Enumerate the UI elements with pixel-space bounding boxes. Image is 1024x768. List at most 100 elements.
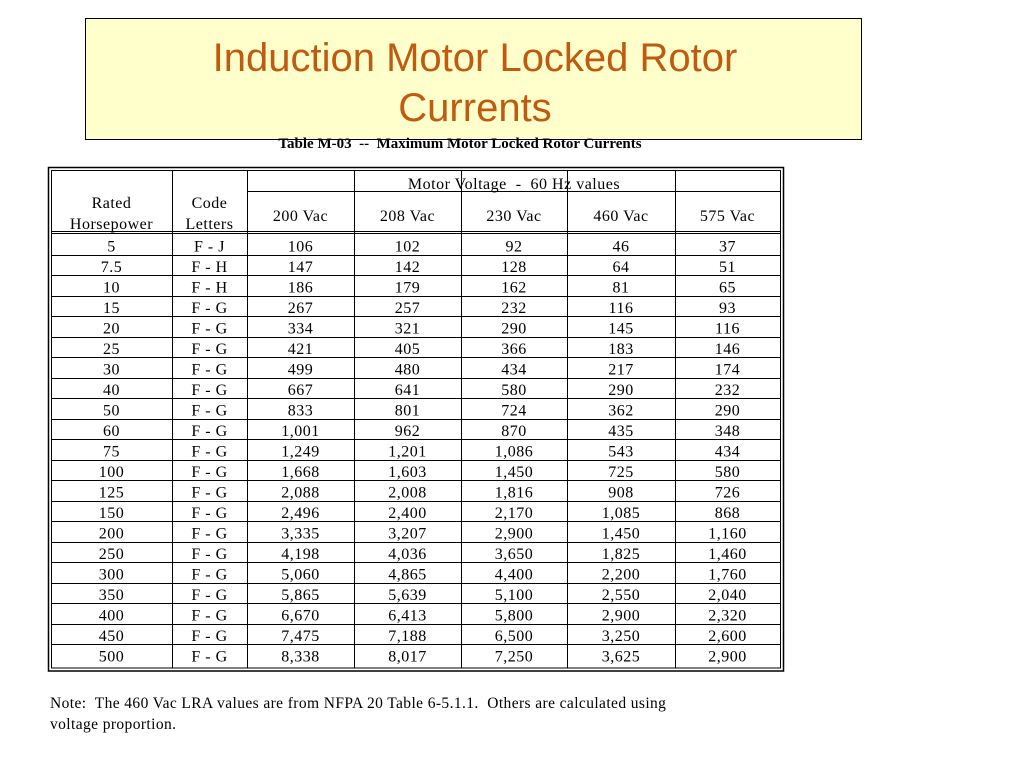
table-cell: 7,250 bbox=[495, 649, 534, 666]
table-cell: 580 bbox=[715, 464, 741, 481]
table-cell: 5,060 bbox=[281, 567, 320, 584]
table-cell: 362 bbox=[608, 403, 634, 420]
table-cell: 125 bbox=[99, 485, 125, 502]
title-line: Induction Motor Locked Rotor bbox=[213, 36, 738, 80]
table-cell: 5,639 bbox=[388, 587, 427, 604]
table-cell: 348 bbox=[715, 423, 741, 440]
table-cell: 46 bbox=[613, 239, 630, 256]
table-cell: 1,450 bbox=[602, 526, 641, 543]
table-cell: 2,320 bbox=[708, 608, 747, 625]
table-cell: 321 bbox=[395, 321, 421, 338]
table-cell: 3,650 bbox=[495, 546, 534, 563]
table-cell: 366 bbox=[501, 341, 527, 358]
table-cell: 116 bbox=[609, 300, 634, 317]
table-cell: 7,188 bbox=[388, 628, 427, 645]
table-cell: 186 bbox=[288, 280, 314, 297]
table-cell: 434 bbox=[501, 362, 527, 379]
table-cell: F - H bbox=[191, 259, 227, 276]
table-cell: 4,400 bbox=[495, 567, 534, 584]
table-cell: 146 bbox=[715, 341, 741, 358]
table-cell: F - G bbox=[191, 485, 227, 502]
table-cell: 6,670 bbox=[281, 608, 320, 625]
table-cell: 8,338 bbox=[281, 649, 320, 666]
table-cell: 92 bbox=[506, 239, 523, 256]
table-cell: 267 bbox=[288, 300, 314, 317]
table-cell: F - G bbox=[191, 300, 227, 317]
table-cell: 2,496 bbox=[281, 505, 320, 522]
table-cell: 51 bbox=[719, 259, 736, 276]
table-cell: 50 bbox=[103, 403, 120, 420]
header-cell: Horsepower bbox=[70, 216, 153, 233]
title-box bbox=[85, 18, 862, 140]
table-cell: 25 bbox=[103, 341, 120, 358]
table-cell: 162 bbox=[501, 280, 527, 297]
table-cell: 724 bbox=[501, 403, 527, 420]
table-cell: 4,865 bbox=[388, 567, 427, 584]
table-cell: F - G bbox=[191, 341, 227, 358]
table-cell: 6,413 bbox=[388, 608, 427, 625]
table-cell: 641 bbox=[395, 382, 421, 399]
table-cell: F - H bbox=[191, 280, 227, 297]
table-cell: 1,450 bbox=[495, 464, 534, 481]
header-cell: 200 Vac bbox=[273, 208, 328, 225]
table-cell: 257 bbox=[395, 300, 421, 317]
table-cell: F - G bbox=[191, 546, 227, 563]
table-cell: 543 bbox=[608, 444, 634, 461]
table-cell: 150 bbox=[99, 505, 125, 522]
table-cell: 147 bbox=[288, 259, 314, 276]
table-cell: 142 bbox=[395, 259, 421, 276]
table-cell: 75 bbox=[103, 444, 120, 461]
table-cell: 667 bbox=[288, 382, 314, 399]
table-cell: 200 bbox=[99, 526, 125, 543]
table-cell: 726 bbox=[715, 485, 741, 502]
table-cell: 3,207 bbox=[388, 526, 427, 543]
table-cell: 290 bbox=[501, 321, 527, 338]
table-caption: Table M-03 -- Maximum Motor Locked Rotor… bbox=[278, 136, 641, 152]
table-cell: 400 bbox=[99, 608, 125, 625]
table-cell: 480 bbox=[395, 362, 421, 379]
table-cell: 37 bbox=[719, 239, 736, 256]
note-line: Note: The 460 Vac LRA values are from NF… bbox=[50, 695, 666, 712]
table-cell: 300 bbox=[99, 567, 125, 584]
table-cell: 1,603 bbox=[388, 464, 427, 481]
table-cell: 65 bbox=[719, 280, 736, 297]
table-cell: 1,001 bbox=[281, 423, 320, 440]
header-cell: 230 Vac bbox=[486, 208, 541, 225]
note-line: voltage proportion. bbox=[50, 716, 176, 733]
table-cell: 5,800 bbox=[495, 608, 534, 625]
table-cell: F - G bbox=[191, 382, 227, 399]
table-cell: 6,500 bbox=[495, 628, 534, 645]
table-cell: 179 bbox=[395, 280, 421, 297]
table: Motor Voltage - 60 Hz values Rated Horsepo… bbox=[47, 166, 785, 672]
table-cell: F - J bbox=[194, 239, 225, 256]
table-cell: 334 bbox=[288, 321, 314, 338]
table-cell: 833 bbox=[288, 403, 314, 420]
table-cell: 4,198 bbox=[281, 546, 320, 563]
table-cell: 5,865 bbox=[281, 587, 320, 604]
table-cell: 5 bbox=[107, 239, 116, 256]
table-cell: 2,600 bbox=[708, 628, 747, 645]
table-cell: 290 bbox=[715, 403, 741, 420]
table-cell: F - G bbox=[191, 362, 227, 379]
header-cell: 460 Vac bbox=[593, 208, 648, 225]
header-cell: Rated bbox=[92, 195, 132, 212]
table-cell: 8,017 bbox=[388, 649, 427, 666]
table-cell: 106 bbox=[288, 239, 314, 256]
table-cell: 5,100 bbox=[495, 587, 534, 604]
table-cell: 10 bbox=[103, 280, 120, 297]
table-cell: 1,825 bbox=[602, 546, 641, 563]
table-cell: F - G bbox=[191, 464, 227, 481]
table-cell: 580 bbox=[501, 382, 527, 399]
table-cell: 2,170 bbox=[495, 505, 534, 522]
table-cell: 102 bbox=[395, 239, 421, 256]
header-cell: 575 Vac bbox=[700, 208, 755, 225]
table-cell: 405 bbox=[395, 341, 421, 358]
table-cell: 30 bbox=[103, 362, 120, 379]
table-cell: 15 bbox=[103, 300, 120, 317]
table-cell: 40 bbox=[103, 382, 120, 399]
header-cell: 208 Vac bbox=[380, 208, 435, 225]
table-cell: 7.5 bbox=[101, 259, 123, 276]
table-cell: 128 bbox=[501, 259, 527, 276]
table-cell: 2,008 bbox=[388, 485, 427, 502]
